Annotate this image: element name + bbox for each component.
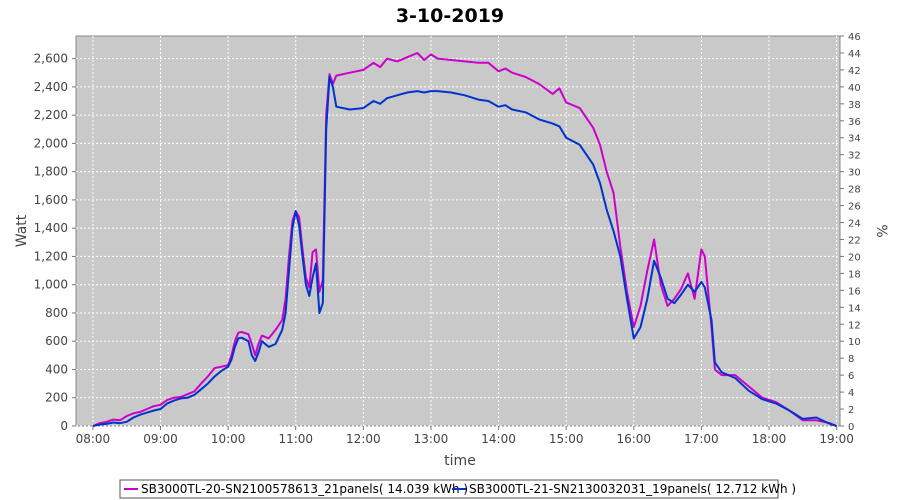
y2-tick-label: 40 xyxy=(848,83,861,94)
y-tick-label: 2,600 xyxy=(34,52,68,66)
x-tick-label: 18:00 xyxy=(752,432,787,446)
y2-tick-label: 44 xyxy=(848,49,861,60)
series-line-1 xyxy=(92,52,837,427)
grid-lines xyxy=(76,36,840,427)
y-tick-label: 1,600 xyxy=(34,193,68,207)
y2-tick-label: 6 xyxy=(848,371,854,382)
x-tick-label: 08:00 xyxy=(76,432,111,446)
y-axis-label: Watt xyxy=(14,214,30,247)
y2-tick-label: 4 xyxy=(848,388,854,399)
y-tick-label: 2,400 xyxy=(34,80,68,94)
x-tick-label: 15:00 xyxy=(549,432,584,446)
legend-label-2: SB3000TL-21-SN2130032031_19panels( 12.71… xyxy=(469,482,796,496)
y2-tick-label: 10 xyxy=(848,337,861,348)
y2-tick-label: 14 xyxy=(848,303,861,314)
y2-tick-label: 32 xyxy=(848,151,861,162)
y-tick-label: 2,200 xyxy=(34,108,68,122)
y-axis-left: 0 200 400 600 800 1,000 1,200 1,400 1,600 1,800 2,… xyxy=(34,52,76,433)
y2-tick-label: 24 xyxy=(848,219,861,230)
y-tick-label: 1,800 xyxy=(34,165,68,179)
y-tick-label: 0 xyxy=(60,419,68,433)
x-tick-label: 17:00 xyxy=(684,432,719,446)
y2-tick-label: 34 xyxy=(848,134,861,145)
y-tick-label: 1,200 xyxy=(34,249,68,263)
series-lines xyxy=(92,52,837,427)
y2-tick-label: 46 xyxy=(848,32,861,43)
y-tick-label: 800 xyxy=(45,306,68,320)
y-tick-label: 200 xyxy=(45,391,68,405)
y2-axis-label: % xyxy=(873,224,889,237)
x-tick-label: 11:00 xyxy=(278,432,313,446)
y2-tick-label: 38 xyxy=(848,100,861,111)
x-axis: 08:00 09:00 10:00 11:00 12:00 13:00 14:00 15:00… xyxy=(76,426,854,446)
y2-tick-label: 26 xyxy=(848,202,861,213)
y2-tick-label: 16 xyxy=(848,286,861,297)
y2-tick-label: 30 xyxy=(848,168,861,179)
y2-tick-label: 0 xyxy=(848,422,854,433)
x-axis-label: time xyxy=(444,453,476,469)
x-tick-label: 13:00 xyxy=(414,432,449,446)
y2-tick-label: 28 xyxy=(848,185,861,196)
y-tick-label: 400 xyxy=(45,362,68,376)
y2-tick-label: 18 xyxy=(848,269,861,280)
legend-box xyxy=(119,479,779,499)
y-tick-label: 600 xyxy=(45,334,68,348)
plot-area xyxy=(75,35,841,427)
y2-tick-label: 12 xyxy=(848,320,861,331)
x-tick-label: 19:00 xyxy=(819,432,854,446)
y-tick-label: 1,400 xyxy=(34,221,68,235)
y2-tick-label: 2 xyxy=(848,405,854,416)
x-tick-label: 10:00 xyxy=(211,432,246,446)
chart-title: 3-10-2019 xyxy=(396,5,504,27)
y2-tick-label: 22 xyxy=(848,235,861,246)
series-line-2 xyxy=(92,76,837,427)
y-tick-label: 1,000 xyxy=(34,278,68,292)
x-tick-label: 09:00 xyxy=(143,432,178,446)
legend-label-1: SB3000TL-20-SN2100578613_21panels( 14.03… xyxy=(141,482,468,496)
x-tick-label: 16:00 xyxy=(616,432,651,446)
y2-tick-label: 36 xyxy=(848,117,861,128)
x-tick-label: 12:00 xyxy=(346,432,381,446)
x-tick-label: 14:00 xyxy=(481,432,516,446)
y2-tick-label: 20 xyxy=(848,252,861,263)
y2-tick-label: 8 xyxy=(848,354,854,365)
y-axis-right: 0246810121416182022242628303234363840424… xyxy=(840,32,861,433)
y-tick-label: 2,000 xyxy=(34,136,68,150)
y2-tick-label: 42 xyxy=(848,66,861,77)
legend: SB3000TL-20-SN2100578613_21panels( 14.03… xyxy=(119,479,796,499)
